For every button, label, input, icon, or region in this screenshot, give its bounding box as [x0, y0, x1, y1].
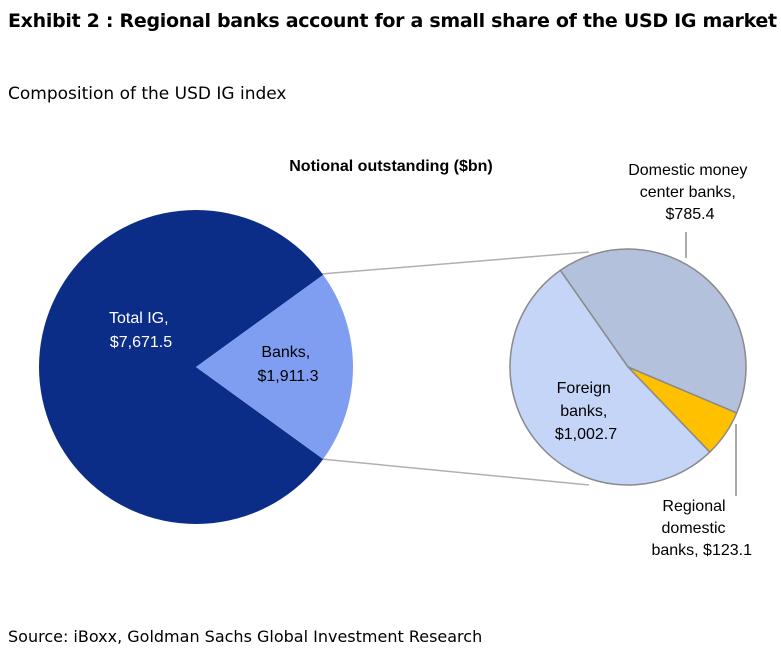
connector-line-bottom [320, 458, 590, 486]
banks-value: $1,911.3 [257, 368, 318, 385]
domestic-money-center-label: Domestic money center banks, $785.4 [628, 162, 752, 223]
regional-domestic-line2: domestic [662, 520, 726, 537]
domestic-money-center-line1: Domestic money [628, 162, 747, 179]
regional-domestic-label: Regional domestic banks, $123.1 [651, 498, 752, 559]
banks-label: Banks, $1,911.3 [257, 344, 318, 385]
source-note: Source: iBoxx, Goldman Sachs Global Inve… [8, 627, 483, 646]
chart-subtitle: Composition of the USD IG index [8, 84, 287, 104]
total-ig-label: Total IG, $7,671.5 [109, 310, 173, 351]
foreign-banks-line1: Foreign [557, 380, 611, 397]
total-ig-name: Total IG, [109, 310, 169, 327]
regional-domestic-line3-value: banks, $123.1 [651, 542, 752, 559]
banks-name: Banks, [261, 344, 310, 361]
foreign-banks-value: $1,002.7 [555, 426, 617, 443]
foreign-banks-label: Foreign banks, $1,002.7 [555, 380, 617, 443]
domestic-money-center-value: $785.4 [666, 206, 715, 223]
pie-slice-foreign [509, 269, 711, 486]
foreign-banks-line2: banks, [560, 403, 607, 420]
pie-slice-total-ig [39, 210, 324, 524]
domestic-money-center-line2: center banks, [640, 184, 736, 201]
connector-line-top [320, 251, 590, 275]
exhibit-title: Exhibit 2 : Regional banks account for a… [8, 10, 777, 32]
breakdown-pie [509, 248, 747, 486]
total-ig-value: $7,671.5 [110, 334, 172, 351]
chart-title: Notional outstanding ($bn) [289, 158, 493, 175]
main-pie [39, 210, 353, 524]
pie-slice-banks [196, 274, 353, 460]
pie-slice-domestic-money-center [559, 248, 747, 414]
regional-domestic-line1: Regional [662, 498, 725, 515]
